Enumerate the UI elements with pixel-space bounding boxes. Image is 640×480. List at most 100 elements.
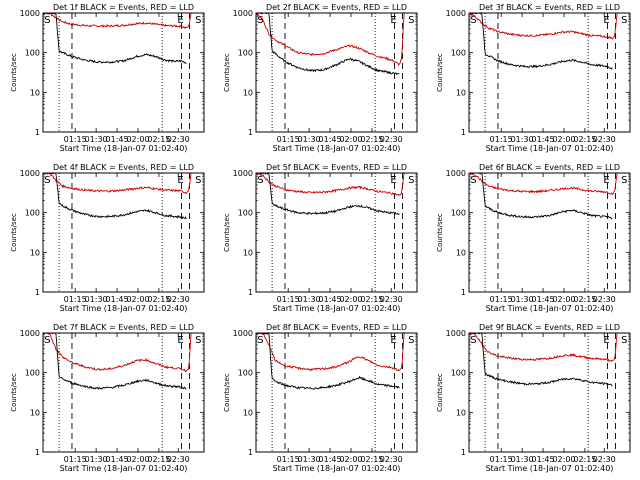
plot-frame	[468, 172, 631, 293]
plot-frame	[255, 172, 418, 293]
x-axis-label: Start Time (18-Jan-07 01:02:40)	[486, 144, 614, 153]
y-tick-label: 1000	[446, 329, 466, 338]
x-tick-label: 01:15	[277, 135, 300, 144]
segment-marker: S	[621, 175, 627, 186]
y-axis-label: Counts/sec	[223, 373, 231, 412]
x-axis-label: Start Time (18-Jan-07 01:02:40)	[60, 304, 188, 313]
segment-marker: S	[195, 15, 201, 26]
x-tick-label: 01:30	[511, 455, 534, 464]
x-tick-label: 02:30	[167, 135, 190, 144]
lld-series-line	[43, 12, 192, 29]
y-tick-label: 10	[456, 248, 466, 257]
x-tick-label: 02:15	[573, 295, 596, 304]
y-axis-label: Counts/sec	[436, 213, 444, 252]
events-series-line	[42, 332, 187, 390]
x-tick-label: 02:30	[167, 455, 190, 464]
x-tick-label: 01:30	[85, 295, 108, 304]
x-tick-label: 02:00	[126, 135, 149, 144]
plot-frame	[468, 332, 631, 453]
y-tick-label: 1	[461, 448, 466, 457]
segment-marker: S	[257, 335, 263, 346]
events-series-line	[255, 12, 400, 76]
segment-marker: S	[257, 15, 263, 26]
x-tick-label: 01:30	[85, 135, 108, 144]
x-tick-label: 01:45	[106, 295, 129, 304]
x-axis-label: Start Time (18-Jan-07 01:02:40)	[273, 464, 401, 473]
segment-marker: S	[621, 335, 627, 346]
y-tick-label: 100	[25, 49, 40, 58]
chart-panel: Det 2f BLACK = Events, RED = LLD 1 10 100 10…	[223, 3, 418, 153]
x-tick-label: 01:15	[490, 455, 513, 464]
segment-marker: E	[177, 335, 183, 346]
x-tick-label: 02:30	[380, 135, 403, 144]
segment-marker: S	[44, 15, 50, 26]
y-tick-label: 1000	[233, 9, 253, 18]
x-axis-label: Start Time (18-Jan-07 01:02:40)	[273, 144, 401, 153]
chart-panel: Det 3f BLACK = Events, RED = LLD 1 10 100 10…	[436, 3, 631, 153]
x-axis-label: Start Time (18-Jan-07 01:02:40)	[486, 304, 614, 313]
y-axis-label: Counts/sec	[10, 373, 18, 412]
segment-marker: S	[257, 175, 263, 186]
segment-marker: S	[470, 175, 476, 186]
y-axis-label: Counts/sec	[223, 213, 231, 252]
x-tick-label: 02:15	[360, 135, 383, 144]
chart-panel: Det 1f BLACK = Events, RED = LLD 1 10 100 10…	[10, 3, 205, 153]
chart-panel: Det 8f BLACK = Events, RED = LLD 1 10 100 10…	[223, 323, 418, 473]
x-tick-label: 02:30	[593, 135, 616, 144]
x-tick-label: 02:15	[360, 295, 383, 304]
y-tick-label: 100	[451, 369, 466, 378]
y-tick-label: 1000	[233, 329, 253, 338]
chart-title: Det 9f BLACK = Events, RED = LLD	[479, 323, 620, 332]
segment-marker: S	[44, 335, 50, 346]
segment-marker: S	[408, 175, 414, 186]
segment-marker: S	[195, 175, 201, 186]
x-tick-label: 02:30	[593, 295, 616, 304]
x-tick-label: 02:00	[552, 135, 575, 144]
y-tick-label: 1000	[446, 9, 466, 18]
lld-series-line	[468, 12, 618, 40]
y-tick-label: 100	[25, 209, 40, 218]
chart-title: Det 1f BLACK = Events, RED = LLD	[53, 3, 194, 12]
y-tick-label: 1	[248, 128, 253, 137]
x-tick-label: 01:45	[319, 135, 342, 144]
events-series-line	[255, 172, 400, 216]
x-tick-label: 02:00	[339, 295, 362, 304]
x-tick-label: 01:30	[511, 135, 534, 144]
segment-marker: S	[470, 15, 476, 26]
x-axis-label: Start Time (18-Jan-07 01:02:40)	[60, 464, 188, 473]
y-tick-label: 10	[30, 88, 40, 97]
segment-marker: E	[390, 15, 396, 26]
chart-panel: Det 4f BLACK = Events, RED = LLD 1 10 100 10…	[10, 163, 205, 313]
x-tick-label: 02:15	[573, 135, 596, 144]
x-tick-label: 02:30	[380, 455, 403, 464]
x-tick-label: 02:00	[126, 295, 149, 304]
x-tick-label: 01:15	[277, 455, 300, 464]
x-tick-label: 02:15	[147, 455, 170, 464]
events-series-line	[468, 332, 613, 387]
events-series-line	[42, 12, 187, 65]
x-tick-label: 02:00	[552, 295, 575, 304]
lld-series-line	[256, 172, 405, 196]
y-tick-label: 100	[238, 49, 253, 58]
y-axis-label: Counts/sec	[10, 213, 18, 252]
x-tick-label: 02:15	[573, 455, 596, 464]
events-series-line	[469, 172, 613, 220]
y-tick-label: 1000	[20, 169, 40, 178]
x-tick-label: 01:15	[64, 455, 87, 464]
segment-marker: E	[177, 15, 183, 26]
plot-frame	[255, 12, 418, 133]
chart-title: Det 7f BLACK = Events, RED = LLD	[53, 323, 194, 332]
lld-series-line	[468, 332, 618, 362]
plot-frame	[42, 332, 205, 453]
chart-panel: Det 7f BLACK = Events, RED = LLD 1 10 100 10…	[10, 323, 205, 473]
x-tick-label: 01:30	[298, 295, 321, 304]
y-tick-label: 1	[35, 288, 40, 297]
y-tick-label: 1	[35, 448, 40, 457]
lld-series-line	[255, 12, 405, 67]
lld-series-line	[468, 172, 618, 195]
y-tick-label: 1000	[233, 169, 253, 178]
chart-title: Det 5f BLACK = Events, RED = LLD	[266, 163, 407, 172]
lld-series-line	[43, 172, 192, 194]
chart-title: Det 8f BLACK = Events, RED = LLD	[266, 323, 407, 332]
